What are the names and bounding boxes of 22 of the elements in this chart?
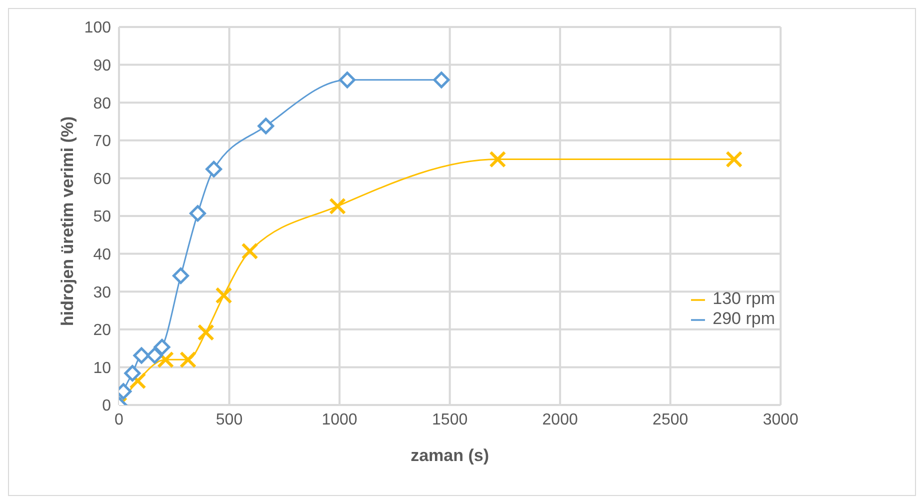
x-tick-label: 3000 — [762, 411, 799, 428]
x-tick-label: 2500 — [652, 411, 688, 428]
x-tick-label: 1000 — [322, 411, 358, 428]
x-tick-label: 1500 — [432, 411, 468, 428]
y-tick-label: 80 — [93, 95, 112, 112]
y-tick-label: 90 — [93, 57, 112, 74]
legend-label: 290 rpm — [712, 309, 775, 328]
x-tick-label: 2000 — [542, 411, 578, 428]
x-tick-label: 0 — [114, 411, 124, 428]
y-tick-label: 0 — [102, 398, 112, 415]
y-tick-label: 10 — [93, 360, 112, 377]
y-axis-title: hidrojen üretim verimi (%) — [58, 116, 78, 326]
y-tick-label: 100 — [84, 20, 112, 37]
y-tick-label: 40 — [93, 246, 112, 264]
x-axis-title: zaman (s) — [410, 446, 490, 465]
y-tick-label: 60 — [93, 170, 112, 188]
x-tick-label: 500 — [216, 411, 243, 428]
y-tick-label: 30 — [93, 284, 112, 302]
legend-label: 130 rpm — [712, 289, 775, 308]
y-tick-label: 20 — [93, 322, 112, 340]
y-tick-label: 50 — [93, 208, 112, 226]
y-tick-label: 70 — [93, 133, 112, 150]
